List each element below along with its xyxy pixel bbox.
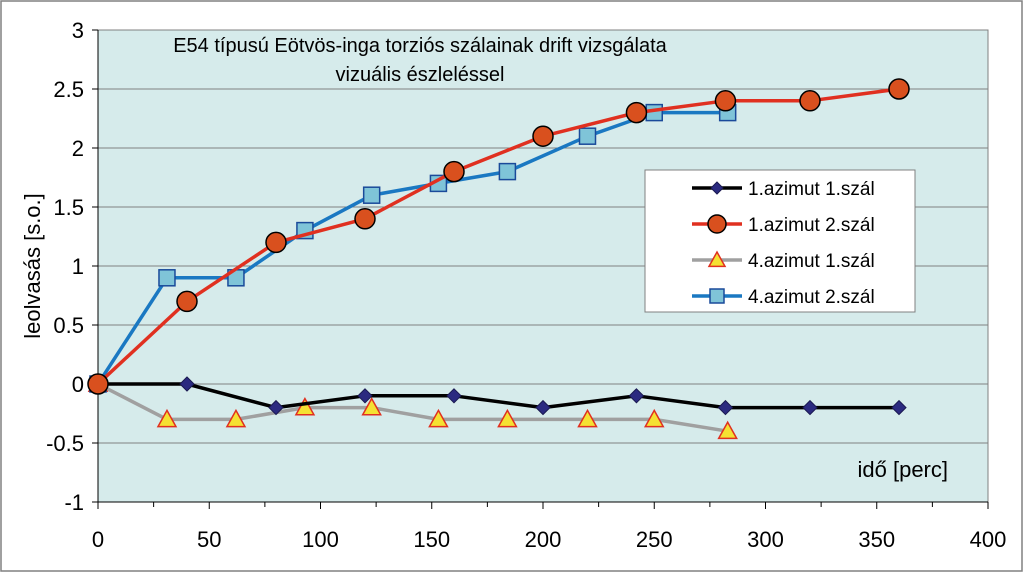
y-axis-label: leolvasás [s.o.] [20,193,45,339]
data-point [176,290,198,313]
data-point [357,388,373,404]
x-tick-label: 0 [92,527,104,552]
series-layer [87,78,910,440]
legend-marker [707,250,727,268]
data-point [225,408,247,428]
y-tick-label: 1.5 [53,195,84,220]
x-axis-ticks: 0 50 100 150 200 250 300 350 400 [92,527,1006,552]
legend-box [644,169,916,313]
data-point [158,269,176,287]
legend-label: 4.azimut 2.szál [748,287,875,308]
series-line [97,382,728,433]
series-3 [87,373,738,440]
data-point [578,127,597,145]
x-tick-label: 400 [970,527,1007,552]
x-tick-label: 150 [413,527,450,552]
data-point [428,408,449,428]
data-point [87,373,109,395]
legend-marker [707,214,727,234]
data-point [625,101,648,124]
data-point [717,399,734,416]
legend-label: 1.azimut 1.szál [748,179,875,200]
data-point [717,420,738,440]
y-tick-label: 0 [72,372,84,397]
series-line [98,382,899,410]
data-point [532,125,554,147]
data-point [497,408,518,428]
y-tick-label: -0.5 [46,431,84,456]
data-point [443,160,465,183]
x-tick-label: 250 [636,527,673,552]
data-point [802,399,818,416]
data-point [156,408,178,428]
x-axis-label: idő [perc] [858,457,949,482]
series-line [96,110,728,385]
series-4 [89,103,737,393]
data-point [268,399,284,416]
data-point [577,408,598,428]
data-point [294,397,316,416]
y-tick-label: 0.5 [53,313,84,338]
legend-label: 1.azimut 2.szál [748,215,875,236]
data-point [888,78,910,100]
data-point [891,399,907,416]
data-point [265,231,287,254]
chart-title-line-2: vizuális észleléssel [336,64,505,86]
data-point [362,186,381,204]
chart-title-line-1: E54 típusú Eötvös-inga torziós szálainak… [173,35,667,57]
y-axis-ticks: -1 -0.5 0 0.5 1 1.5 2 2.5 3 [46,18,84,515]
data-point [354,208,376,230]
data-point [535,399,551,416]
data-point [179,376,195,392]
x-tick-label: 200 [525,527,562,552]
x-tick-label: 300 [747,527,784,552]
axes [92,29,989,509]
y-tick-label: 1 [72,254,84,279]
y-tick-label: -1 [64,490,84,515]
legend-item: 1.azimut 1.szál [692,179,875,200]
data-point [714,90,737,112]
data-point [446,388,462,404]
series-line [96,87,900,386]
data-point [799,90,821,112]
data-point [628,388,645,404]
legend-item: 1.azimut 2.szál [692,214,875,236]
legend-item: 4.azimut 2.szál [692,287,875,308]
x-tick-label: 50 [197,527,221,552]
legend-marker [709,288,725,304]
y-tick-label: 2 [72,136,84,161]
x-tick-label: 350 [858,527,895,552]
data-point [361,397,382,416]
legend-marker [710,181,724,195]
data-point [498,162,517,181]
legend-item: 4.azimut 1.szál [692,250,875,272]
data-point [643,408,665,428]
series-2 [87,78,910,395]
legend: 1.azimut 1.szál 1.azimut 2.szál 4.azimut 1… [644,169,916,313]
x-tick-label: 100 [302,527,339,552]
y-tick-label: 3 [72,18,84,43]
y-tick-label: 2.5 [53,77,84,102]
legend-label: 4.azimut 1.szál [748,251,875,272]
